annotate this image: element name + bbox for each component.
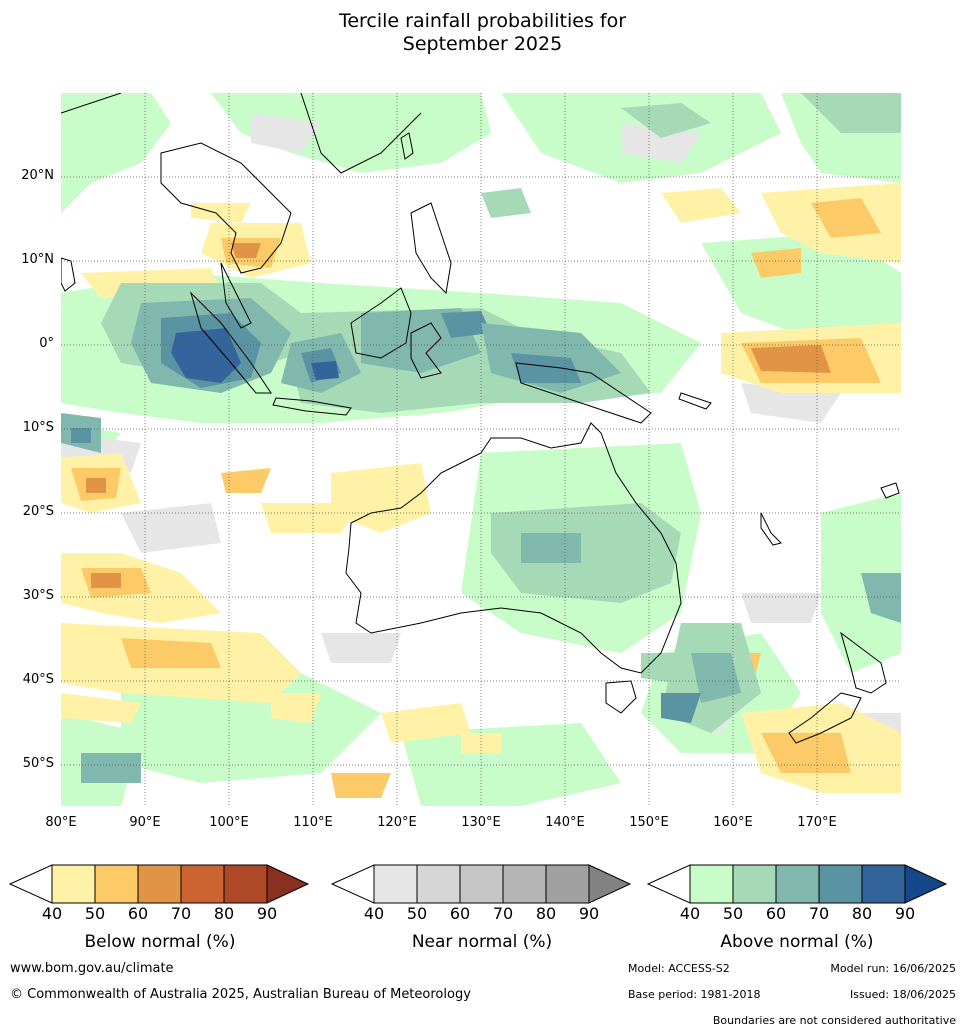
lat-label-20n: 20°N xyxy=(21,168,54,183)
near-cbar-bin xyxy=(416,864,461,904)
near-cbar-bin xyxy=(502,864,547,904)
lon-label-170e: 170°E xyxy=(797,815,837,830)
below-cbar-bin xyxy=(180,864,225,904)
asia-mainland-outline xyxy=(60,92,422,174)
lon-label-90e: 90°E xyxy=(129,815,161,830)
above-cbar-over xyxy=(904,864,948,904)
boundaries-disclaimer: Boundaries are not considered authoritat… xyxy=(712,1014,956,1027)
sri-lanka-outline xyxy=(60,257,76,292)
taiwan-outline xyxy=(400,132,414,160)
below-tick-50: 50 xyxy=(84,904,106,923)
lon-label-100e: 100°E xyxy=(209,815,249,830)
near-cbar-bin xyxy=(373,864,418,904)
near-cbar-over xyxy=(588,864,632,904)
lon-label-110e: 110°E xyxy=(293,815,333,830)
near-tick-40: 40 xyxy=(363,904,385,923)
philippines-outline xyxy=(410,202,452,295)
above-cbar-bin xyxy=(861,864,906,904)
website-link[interactable]: www.bom.gov.au/climate xyxy=(10,961,174,976)
near-tick-50: 50 xyxy=(406,904,428,923)
above-tick-90: 90 xyxy=(894,904,916,923)
above-tick-60: 60 xyxy=(765,904,787,923)
above-tick-50: 50 xyxy=(722,904,744,923)
borneo-outline xyxy=(350,287,412,359)
below-tick-70: 70 xyxy=(170,904,192,923)
model-name: Model: ACCESS-S2 xyxy=(628,962,730,975)
above-cbar-bin xyxy=(818,864,863,904)
near-normal-colorbar xyxy=(330,864,632,904)
above-cbar-bin xyxy=(775,864,820,904)
above-cbar-bin xyxy=(689,864,734,904)
below-tick-60: 60 xyxy=(127,904,149,923)
sumatra-outline xyxy=(189,291,272,394)
lat-label-30s: 30°S xyxy=(22,588,54,603)
java-outline xyxy=(272,397,352,416)
lon-label-130e: 130°E xyxy=(461,815,501,830)
solomon-outline xyxy=(678,392,712,410)
map-svg xyxy=(60,92,901,806)
above-tick-80: 80 xyxy=(851,904,873,923)
near-normal-title: Near normal (%) xyxy=(411,932,553,952)
below-tick-90: 90 xyxy=(256,904,278,923)
lon-label-140e: 140°E xyxy=(545,815,585,830)
above-normal-title: Above normal (%) xyxy=(720,932,874,952)
near-tick-80: 80 xyxy=(535,904,557,923)
map-title: Tercile rainfall probabilities for Septe… xyxy=(0,10,965,56)
below-tick-40: 40 xyxy=(41,904,63,923)
lat-label-10n: 10°N xyxy=(21,252,54,267)
lon-label-160e: 160°E xyxy=(713,815,753,830)
below-cbar-bin xyxy=(51,864,96,904)
lat-label-0: 0° xyxy=(39,336,54,351)
above-normal-colorbar xyxy=(646,864,948,904)
lat-label-20s: 20°S xyxy=(22,504,54,519)
near-cbar-under xyxy=(330,864,375,904)
gridlines xyxy=(61,93,901,806)
issued-date: Issued: 18/06/2025 xyxy=(849,988,956,1001)
above-tick-40: 40 xyxy=(679,904,701,923)
model-run-date: Model run: 16/06/2025 xyxy=(830,962,956,975)
new-zealand-north-outline xyxy=(840,631,887,694)
map-title-line2: September 2025 xyxy=(402,33,563,55)
near-tick-60: 60 xyxy=(449,904,471,923)
lat-label-40s: 40°S xyxy=(22,672,54,687)
below-cbar-under xyxy=(8,864,53,904)
near-cbar-bin xyxy=(545,864,590,904)
new-guinea-outline xyxy=(515,362,652,424)
below-normal-colorbar xyxy=(8,864,310,904)
base-period: Base period: 1981-2018 xyxy=(628,988,761,1001)
fiji-outline xyxy=(880,482,900,499)
near-tick-90: 90 xyxy=(578,904,600,923)
below-normal-title: Below normal (%) xyxy=(84,932,236,952)
lon-label-80e: 80°E xyxy=(45,815,77,830)
below-cbar-over xyxy=(266,864,310,904)
vanuatu-outline xyxy=(760,512,782,546)
australia-outline xyxy=(345,422,682,674)
above-cbar-under xyxy=(646,864,691,904)
below-cbar-bin xyxy=(94,864,139,904)
lon-label-120e: 120°E xyxy=(377,815,417,830)
lat-label-10s: 10°S xyxy=(22,420,54,435)
map-title-line1: Tercile rainfall probabilities for xyxy=(338,10,627,32)
lat-label-50s: 50°S xyxy=(22,756,54,771)
probability-map xyxy=(60,92,901,806)
below-tick-80: 80 xyxy=(213,904,235,923)
below-cbar-bin xyxy=(223,864,268,904)
above-cbar-bin xyxy=(732,864,777,904)
sulawesi-outline xyxy=(410,322,442,379)
coastlines xyxy=(60,92,900,744)
near-tick-70: 70 xyxy=(492,904,514,923)
malay-peninsula-outline xyxy=(220,262,252,329)
near-cbar-bin xyxy=(459,864,504,904)
lon-label-150e: 150°E xyxy=(629,815,669,830)
below-cbar-bin xyxy=(137,864,182,904)
above-tick-70: 70 xyxy=(808,904,830,923)
copyright-text: © Commonwealth of Australia 2025, Austra… xyxy=(10,987,471,1002)
indochina-outline xyxy=(160,142,292,274)
new-zealand-south-outline xyxy=(788,692,862,744)
tasmania-outline xyxy=(605,680,637,714)
